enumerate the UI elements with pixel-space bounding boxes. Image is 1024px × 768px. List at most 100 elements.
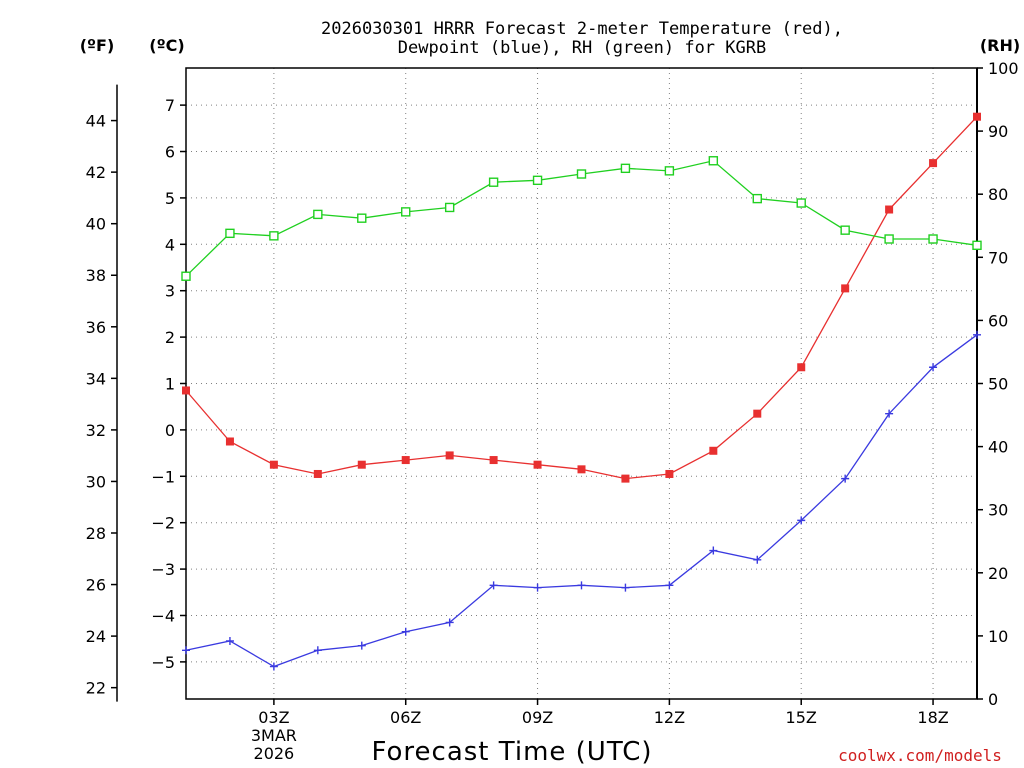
dewpoint-point <box>445 618 454 627</box>
temperature-point <box>621 474 630 483</box>
relative-humidity-point <box>972 240 982 251</box>
dewpoint-point <box>489 581 498 590</box>
dewpoint-point <box>841 474 850 483</box>
celsius-tick-label: 6 <box>165 143 175 162</box>
fahrenheit-tick-label: 40 <box>86 215 106 234</box>
dewpoint-point <box>533 583 542 592</box>
celsius-tick-label: −2 <box>151 514 175 533</box>
rh-tick-label: 30 <box>988 501 1008 520</box>
dewpoint-point <box>357 641 366 650</box>
celsius-tick-label: 1 <box>165 375 175 394</box>
rh-tick-label: 50 <box>988 375 1008 394</box>
temperature-point <box>753 409 762 418</box>
temperature-point <box>533 460 542 469</box>
x-tick-label: 12Z <box>654 708 685 727</box>
fahrenheit-tick-label: 24 <box>86 627 106 646</box>
dewpoint-point <box>269 662 278 671</box>
celsius-tick-label: −3 <box>151 560 175 579</box>
temperature-point <box>841 284 850 293</box>
fahrenheit-unit-label: (ºF) <box>80 36 115 55</box>
dewpoint-point <box>401 627 410 636</box>
rh-tick-label: 80 <box>988 185 1008 204</box>
dewpoint-point <box>225 637 234 646</box>
relative-humidity-point <box>313 209 323 220</box>
dewpoint-point <box>621 583 630 592</box>
temperature-point <box>929 159 938 168</box>
rh-tick-label: 60 <box>988 311 1008 330</box>
fahrenheit-tick-label: 38 <box>86 266 106 285</box>
dewpoint-point <box>929 363 938 372</box>
celsius-tick-label: 7 <box>165 96 175 115</box>
fahrenheit-tick-label: 36 <box>86 318 106 337</box>
rh-tick-label: 90 <box>988 122 1008 141</box>
relative-humidity-point <box>884 234 894 244</box>
temperature-point <box>401 456 410 465</box>
x-tick-label: 18Z <box>917 708 948 727</box>
fahrenheit-tick-label: 44 <box>86 112 106 131</box>
x-tick-label: 3MAR <box>251 726 297 745</box>
relative-humidity-point <box>444 202 455 213</box>
celsius-unit-label: (ºC) <box>149 36 184 55</box>
chart-title-line-2: Dewpoint (blue), RH (green) for KGRB <box>398 38 766 58</box>
temperature-point <box>269 460 278 469</box>
fahrenheit-tick-label: 34 <box>86 369 106 388</box>
relative-humidity-point <box>357 213 367 223</box>
celsius-tick-label: 3 <box>165 282 175 301</box>
celsius-tick-label: 0 <box>165 421 175 440</box>
dewpoint-point <box>885 409 894 418</box>
relative-humidity-point <box>840 225 850 235</box>
temperature-point <box>973 112 981 121</box>
celsius-tick-label: −5 <box>151 653 175 672</box>
x-tick-label: 09Z <box>522 708 553 727</box>
fahrenheit-tick-label: 26 <box>86 576 106 595</box>
credit-label: coolwx.com/models <box>838 746 1002 765</box>
temperature-point <box>225 437 234 446</box>
rh-tick-label: 100 <box>988 59 1019 78</box>
axes: 222426283032343638404244−5−4−3−2−1012345… <box>86 59 1019 763</box>
dewpoint-point <box>182 646 190 655</box>
temperature-point <box>445 451 454 460</box>
relative-humidity-point <box>488 177 499 187</box>
celsius-tick-label: 4 <box>165 235 175 254</box>
celsius-tick-label: 5 <box>165 189 175 208</box>
relative-humidity-point <box>664 166 675 176</box>
celsius-tick-label: 2 <box>165 328 175 347</box>
dewpoint-point <box>313 646 322 655</box>
grid-lines <box>186 68 977 699</box>
relative-humidity-point <box>928 234 938 244</box>
x-axis-label: Forecast Time (UTC) <box>371 737 652 767</box>
chart-title-line-1: 2026030301 HRRR Forecast 2-meter Tempera… <box>321 19 843 39</box>
temperature-point <box>182 386 190 395</box>
dewpoint-line <box>185 334 978 668</box>
x-tick-label: 15Z <box>786 708 817 727</box>
celsius-tick-label: −4 <box>151 606 175 625</box>
temperature-point <box>489 456 498 465</box>
relative-humidity-point <box>708 156 719 166</box>
relative-humidity-point <box>752 193 762 204</box>
rh-tick-label: 70 <box>988 248 1008 267</box>
dewpoint-point <box>973 330 981 339</box>
temperature-point <box>577 465 586 474</box>
fahrenheit-tick-label: 32 <box>86 421 106 440</box>
dewpoint-point <box>665 581 674 590</box>
relative-humidity-point <box>269 231 279 241</box>
relative-humidity-point <box>181 271 191 281</box>
relative-humidity-point <box>401 207 411 217</box>
rh-tick-label: 40 <box>988 438 1008 457</box>
relative-humidity-point <box>532 175 543 186</box>
x-tick-label: 2026 <box>254 744 295 763</box>
temperature-point <box>885 205 894 214</box>
data-series <box>181 112 982 671</box>
fahrenheit-tick-label: 42 <box>86 163 106 182</box>
x-tick-label: 03Z <box>258 708 289 727</box>
temperature-point <box>709 446 718 455</box>
relative-humidity-point <box>620 163 631 174</box>
dewpoint-point <box>709 546 718 555</box>
relative-humidity-point <box>796 198 806 208</box>
rh-tick-label: 20 <box>988 564 1008 583</box>
fahrenheit-tick-label: 22 <box>86 679 106 698</box>
rh-tick-label: 10 <box>988 627 1008 646</box>
rh-unit-label: (RH) <box>980 36 1020 55</box>
dewpoint-point <box>797 516 806 525</box>
